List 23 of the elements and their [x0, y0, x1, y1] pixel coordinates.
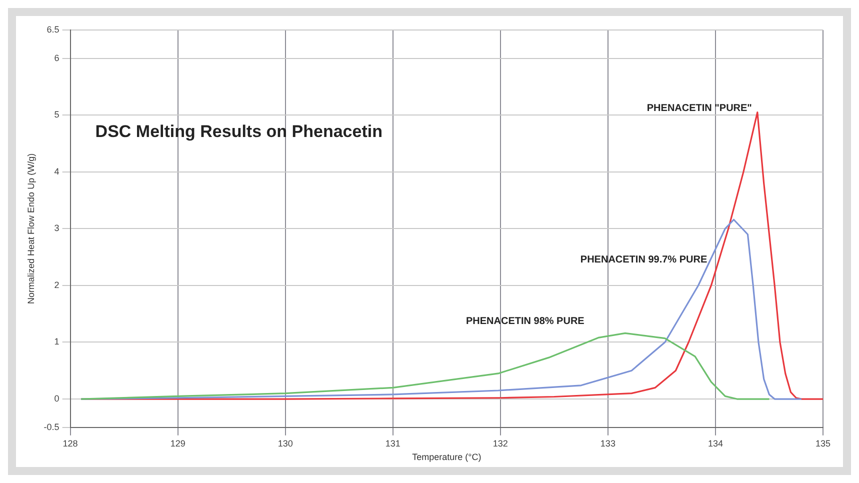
series-label: PHENACETIN 98% PURE: [466, 316, 585, 327]
x-tick-label: 135: [815, 438, 831, 448]
x-tick-label: 129: [170, 438, 186, 448]
y-tick-label: 1: [54, 336, 60, 347]
x-tick-label: 133: [600, 438, 616, 448]
y-tick-label: 5: [54, 110, 60, 120]
y-tick-label: 2: [54, 280, 60, 290]
y-tick-label: 0: [54, 394, 60, 404]
y-axis-title: Normalized Heat Flow Endo Up (W/g): [26, 153, 36, 304]
x-tick-label: 128: [62, 438, 78, 448]
x-tick-label: 134: [708, 438, 723, 448]
x-tick-label: 131: [385, 438, 400, 448]
x-tick-label: 132: [492, 438, 508, 448]
y-tick-label: 6: [54, 52, 60, 63]
y-tick-label: 3: [54, 223, 60, 234]
y-tick-label: 4: [54, 166, 60, 176]
x-axis-title: Temperature (°C): [412, 452, 482, 462]
series-label: PHENACETIN "PURE": [646, 103, 752, 114]
y-tick-label: 6.5: [46, 24, 60, 34]
text: DSC Melting Results on Phenacetin: [95, 122, 382, 141]
x-tick-label: 130: [278, 438, 293, 448]
series-label: PHENACETIN 99.7% PURE: [580, 254, 708, 266]
y-tick-label: -0.5: [44, 422, 60, 432]
